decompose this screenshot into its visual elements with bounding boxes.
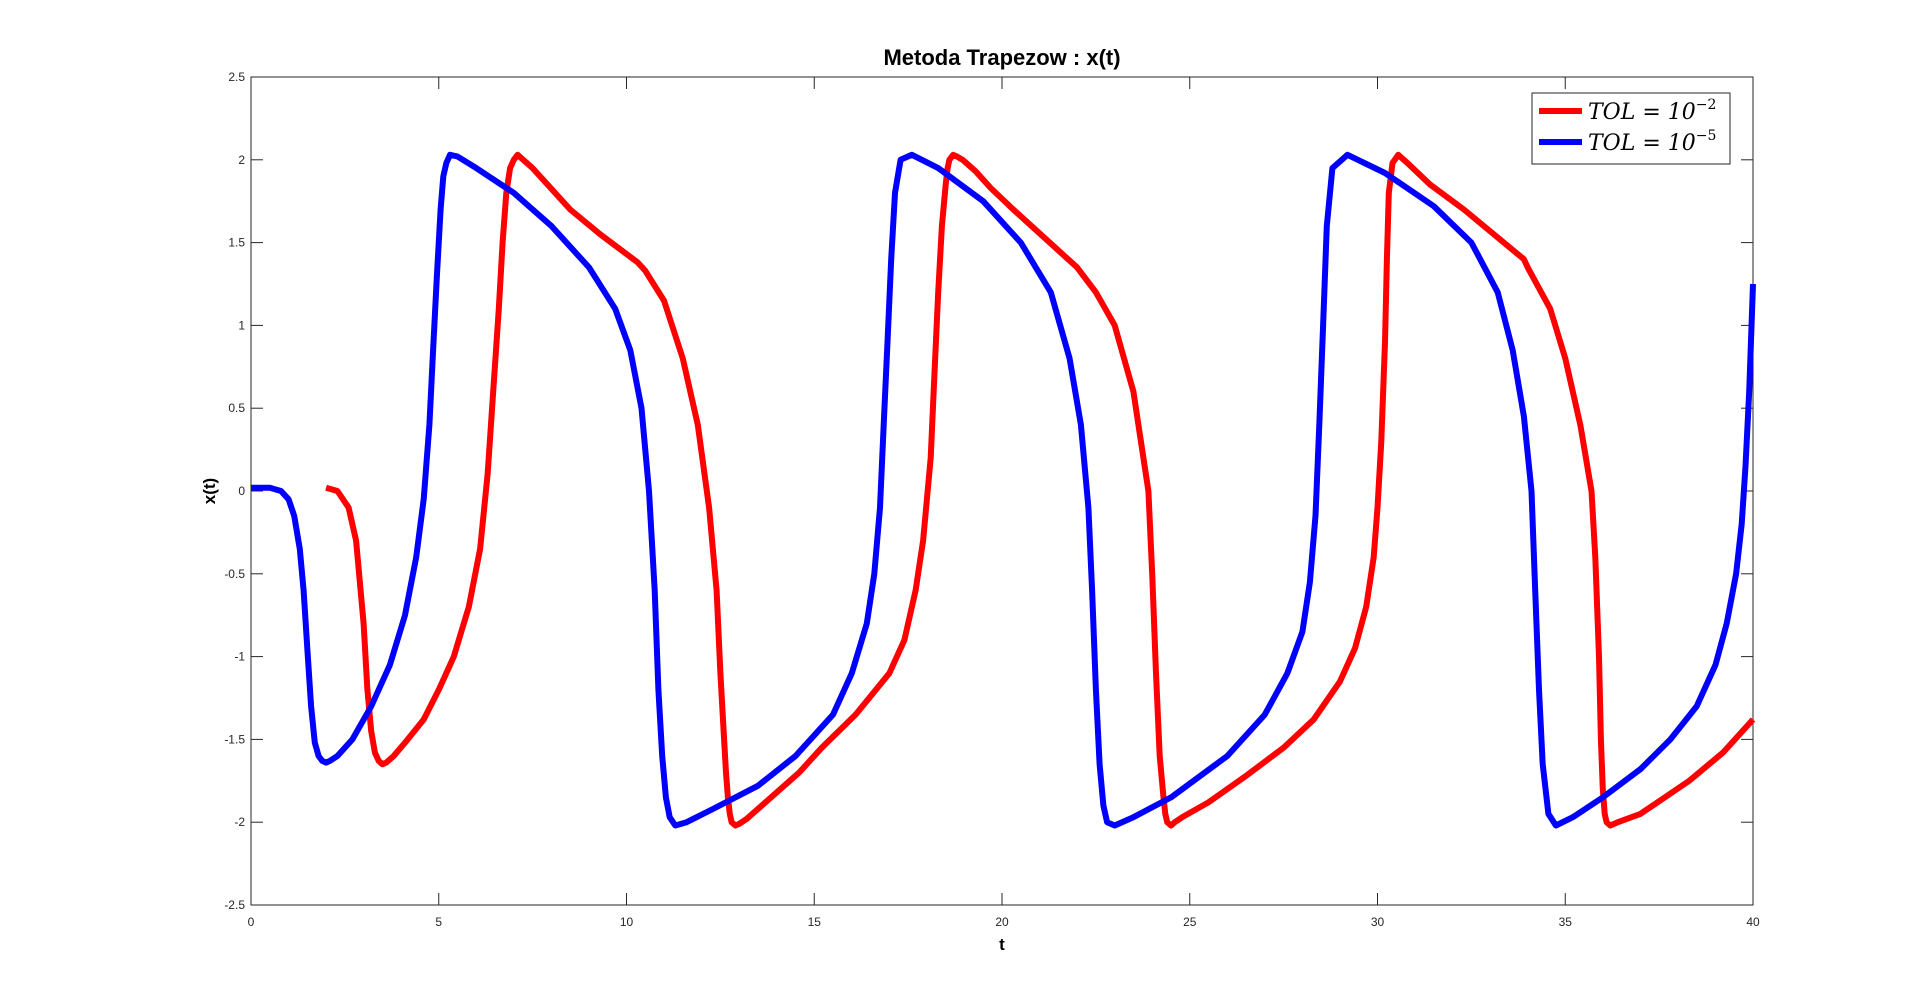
x-tick-label: 10 [620, 915, 634, 929]
x-tick-label: 40 [1746, 915, 1760, 929]
legend-label-exponent: −2 [1696, 97, 1717, 113]
x-tick-label: 30 [1371, 915, 1385, 929]
series [251, 151, 1756, 829]
y-tick-label: -1 [234, 650, 245, 664]
legend-label-0: TOL = 10−2 [1588, 97, 1716, 125]
legend-box [1531, 92, 1731, 165]
x-tick-label: 0 [248, 915, 255, 929]
y-tick-label: 1 [238, 318, 245, 332]
ticks: 0 5 10 15 20 25 30 35 40 2.5 2 1.5 1 0.5 0 -0.5 -1 -1.5 -2… [224, 70, 1760, 929]
legend-label-base: TOL = 10 [1588, 100, 1696, 125]
y-tick-label: 0 [238, 484, 245, 498]
y-tick-label: -1.5 [224, 732, 245, 746]
y-tick-label: 0.5 [228, 401, 245, 415]
y-axis-label: x(t) [200, 478, 219, 504]
x-tick-label: 15 [808, 915, 822, 929]
x-tick-label: 25 [1183, 915, 1197, 929]
x-tick-label: 20 [995, 915, 1009, 929]
chart-title: Metoda Trapezow : x(t) [883, 45, 1120, 70]
legend-label-1: TOL = 10−5 [1588, 128, 1716, 156]
x-tick-label: 35 [1559, 915, 1573, 929]
series-line-0 [325, 151, 1756, 829]
y-tick-label: -2.5 [224, 898, 245, 912]
plot-area [250, 76, 1754, 906]
x-axis-label: t [999, 935, 1005, 954]
series-line-1 [251, 151, 1756, 829]
y-tick-label: 1.5 [228, 236, 245, 250]
legend-label-exponent: −5 [1696, 128, 1717, 144]
y-tick-label: -2 [234, 815, 245, 829]
y-tick-label: -0.5 [224, 567, 245, 581]
y-tick-label: 2 [238, 153, 245, 167]
legend-label-base: TOL = 10 [1588, 131, 1696, 156]
y-tick-label: 2.5 [228, 70, 245, 84]
x-tick-label: 5 [435, 915, 442, 929]
